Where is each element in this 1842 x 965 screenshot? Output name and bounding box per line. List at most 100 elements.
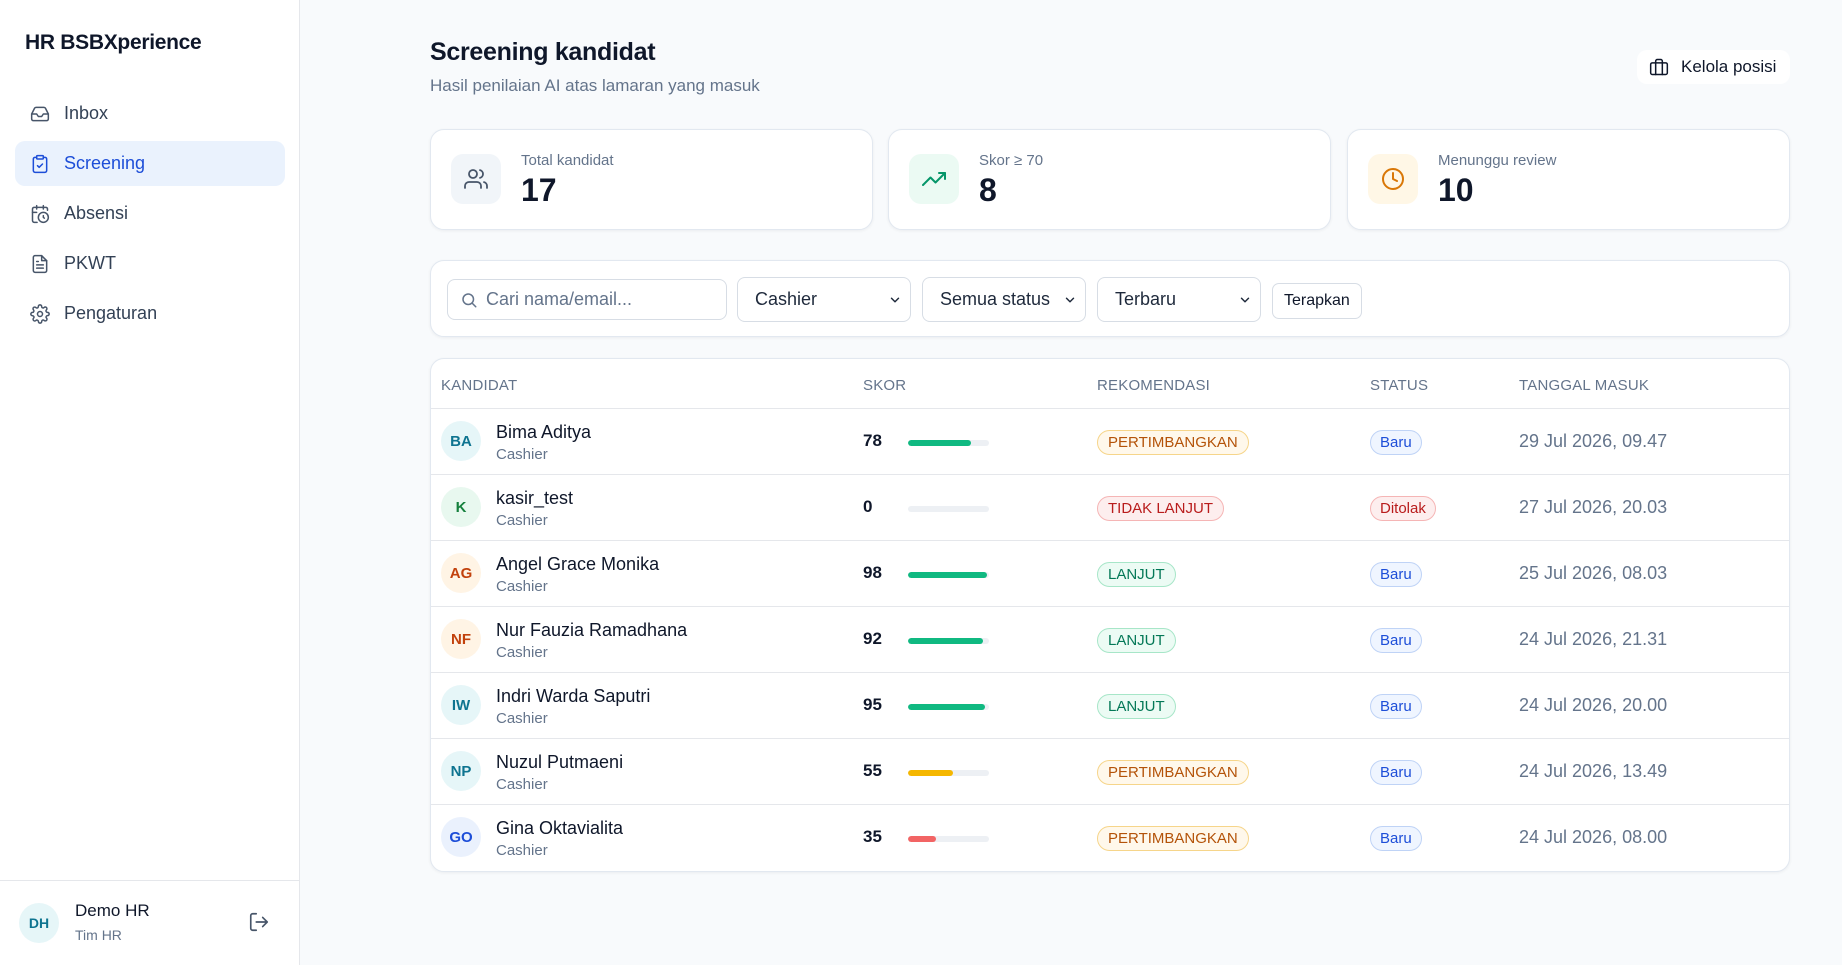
chevron-down-icon: [1065, 297, 1075, 303]
score-value: 95: [863, 695, 882, 714]
search-box: [447, 279, 727, 320]
page-title: Screening kandidat: [430, 38, 656, 66]
candidate-name[interactable]: kasir_test: [496, 488, 574, 508]
status-badge: Baru: [1370, 562, 1422, 587]
status-badge: Baru: [1370, 694, 1422, 719]
status-select-value: Semua status: [940, 289, 1051, 309]
column-header: KANDIDAT: [441, 377, 518, 394]
score-bar-fill: [908, 440, 972, 446]
sidebar-item-absensi[interactable]: Absensi: [15, 191, 285, 236]
manage-positions-button[interactable]: Kelola posisi: [1637, 50, 1791, 84]
avatar: AG: [441, 553, 481, 593]
stat-value: 10: [1438, 172, 1474, 208]
score-value: 98: [863, 563, 882, 582]
status-select[interactable]: Semua status: [922, 277, 1086, 322]
stat-card-pending: Menunggu review 10: [1347, 129, 1790, 230]
date-submitted: 24 Jul 2026, 20.00: [1519, 695, 1668, 715]
stat-label: Skor ≥ 70: [979, 152, 1044, 169]
apply-button[interactable]: Terapkan: [1272, 283, 1362, 319]
column-header: STATUS: [1370, 377, 1429, 394]
date-submitted: 25 Jul 2026, 08.03: [1519, 563, 1668, 583]
table-row[interactable]: BA Bima Aditya Cashier 78 PERTIMBANGKAN Baru 2…: [431, 409, 1789, 475]
recommendation-badge: PERTIMBANGKAN: [1097, 826, 1249, 851]
score-value: 78: [863, 431, 882, 450]
avatar: NP: [441, 751, 481, 791]
manage-positions-label: Kelola posisi: [1681, 57, 1777, 76]
brand-title: HR BSBXperience: [25, 31, 202, 54]
clipboard-check-icon: [30, 154, 50, 174]
table-row[interactable]: GO Gina Oktavialita Cashier 35 PERTIMBANGKAN…: [431, 805, 1789, 871]
candidates-table: KANDIDAT SKOR REKOMENDASI STATUS TANGGAL…: [430, 358, 1790, 872]
status-badge: Baru: [1370, 826, 1422, 851]
position-select[interactable]: Cashier: [737, 277, 911, 322]
logout-icon[interactable]: [248, 911, 270, 933]
stat-card-high-score: Skor ≥ 70 8: [888, 129, 1331, 230]
score-bar: [908, 506, 989, 512]
briefcase-icon: [1649, 58, 1669, 76]
avatar: IW: [441, 685, 481, 725]
candidate-name[interactable]: Nur Fauzia Ramadhana: [496, 620, 688, 640]
candidate-name[interactable]: Indri Warda Saputri: [496, 686, 651, 706]
score-value: 55: [863, 761, 882, 780]
inbox-icon: [30, 104, 50, 124]
table-header: KANDIDAT SKOR REKOMENDASI STATUS TANGGAL…: [431, 359, 1789, 409]
candidate-name[interactable]: Angel Grace Monika: [496, 554, 660, 574]
avatar: GO: [441, 817, 481, 857]
table-row[interactable]: IW Indri Warda Saputri Cashier 95 LANJUT Baru…: [431, 673, 1789, 739]
candidate-name[interactable]: Nuzul Putmaeni: [496, 752, 624, 772]
status-badge: Baru: [1370, 430, 1422, 455]
user-panel: DH Demo HR Tim HR: [0, 880, 300, 965]
candidate-position: Cashier: [496, 710, 548, 727]
score-bar: [908, 836, 989, 842]
table-row[interactable]: NF Nur Fauzia Ramadhana Cashier 92 LANJUT Bar…: [431, 607, 1789, 673]
score-bar: [908, 572, 989, 578]
score-bar: [908, 440, 989, 446]
status-badge: Baru: [1370, 628, 1422, 653]
score-bar-fill: [908, 704, 985, 710]
sidebar-item-pengaturan[interactable]: Pengaturan: [15, 291, 285, 336]
stat-label: Total kandidat: [521, 152, 614, 169]
score-bar-fill: [908, 572, 988, 578]
sidebar-item-pkwt[interactable]: PKWT: [15, 241, 285, 286]
avatar: DH: [19, 903, 59, 943]
sidebar: HR BSBXperience Inbox Screening Absensi …: [0, 0, 300, 965]
stat-value: 17: [521, 172, 557, 208]
recommendation-badge: LANJUT: [1097, 562, 1176, 587]
search-input[interactable]: [486, 289, 716, 310]
candidate-position: Cashier: [496, 512, 548, 529]
candidate-name[interactable]: Bima Aditya: [496, 422, 592, 442]
chevron-down-icon: [890, 297, 900, 303]
file-text-icon: [30, 254, 50, 274]
score-bar-fill: [908, 638, 983, 644]
candidate-position: Cashier: [496, 644, 548, 661]
candidate-name[interactable]: Gina Oktavialita: [496, 818, 624, 838]
recommendation-badge: TIDAK LANJUT: [1097, 496, 1225, 521]
recommendation-badge: PERTIMBANGKAN: [1097, 430, 1249, 455]
sidebar-item-inbox[interactable]: Inbox: [15, 91, 285, 136]
candidate-position: Cashier: [496, 776, 548, 793]
score-bar-fill: [908, 836, 937, 842]
status-badge: Ditolak: [1370, 496, 1436, 521]
candidate-position: Cashier: [496, 446, 548, 463]
sort-select[interactable]: Terbaru: [1097, 277, 1261, 322]
calendar-clock-icon: [30, 204, 50, 224]
score-bar: [908, 770, 989, 776]
chevron-down-icon: [1240, 297, 1250, 303]
search-icon: [462, 292, 477, 307]
table-row[interactable]: AG Angel Grace Monika Cashier 98 LANJUT Baru 2…: [431, 541, 1789, 607]
sidebar-item-label: Screening: [64, 153, 146, 173]
trending-up-icon: [909, 154, 959, 204]
recommendation-badge: LANJUT: [1097, 628, 1176, 653]
stat-label: Menunggu review: [1438, 152, 1557, 169]
sidebar-item-label: Absensi: [64, 203, 129, 223]
sidebar-item-screening[interactable]: Screening: [15, 141, 285, 186]
table-row[interactable]: NP Nuzul Putmaeni Cashier 55 PERTIMBANGKAN Ba…: [431, 739, 1789, 805]
user-name: Demo HR: [75, 901, 150, 920]
user-role: Tim HR: [75, 927, 122, 943]
column-header: TANGGAL MASUK: [1519, 377, 1650, 394]
date-submitted: 24 Jul 2026, 21.31: [1519, 629, 1668, 649]
filter-bar: Cashier Semua status Terbaru Terapkan: [430, 260, 1790, 337]
date-submitted: 27 Jul 2026, 20.03: [1519, 497, 1668, 517]
users-icon: [451, 154, 501, 204]
